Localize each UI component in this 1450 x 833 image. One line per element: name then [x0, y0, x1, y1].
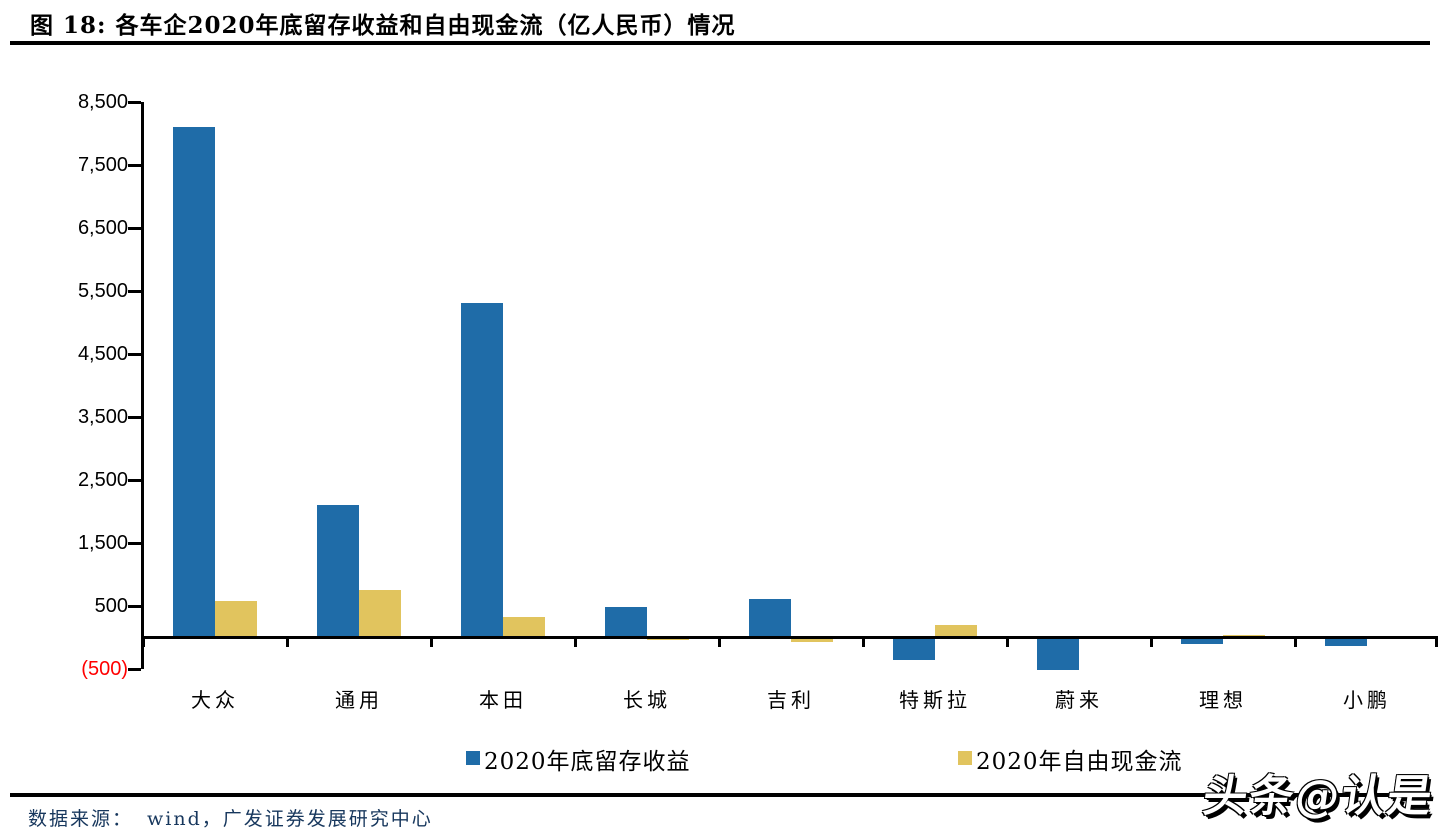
- x-axis-tick: [1006, 637, 1009, 647]
- bar-2020年底留存收益-长城: [605, 607, 647, 637]
- x-axis-tick: [574, 637, 577, 647]
- y-axis-tick-label: 3,500: [77, 406, 128, 428]
- x-axis-label-大众: 大众: [191, 688, 239, 712]
- x-axis-tick: [142, 637, 145, 647]
- bar-2020年底留存收益-小鹏: [1325, 638, 1367, 646]
- x-axis-label-本田: 本田: [479, 688, 527, 712]
- bar-2020年底留存收益-本田: [461, 303, 503, 637]
- bar-2020年底留存收益-吉利: [749, 599, 791, 637]
- bar-2020年自由现金流-特斯拉: [935, 625, 977, 637]
- data-source-label: 数据来源：: [28, 808, 134, 830]
- bar-2020年底留存收益-大众: [173, 127, 215, 637]
- x-axis-label-吉利: 吉利: [767, 688, 815, 712]
- figure-title: 图 18: 各车企2020年底留存收益和自由现金流（亿人民币）情况: [30, 12, 736, 39]
- x-axis-tick: [1150, 637, 1153, 647]
- legend-swatch-blue: [466, 750, 480, 765]
- bar-2020年底留存收益-通用: [317, 505, 359, 637]
- watermark: 头条@认是: [1199, 771, 1437, 822]
- y-axis-tick: [128, 668, 141, 671]
- bar-2020年底留存收益-蔚来: [1037, 638, 1079, 670]
- x-axis-tick: [862, 637, 865, 647]
- title-divider: [10, 41, 1430, 45]
- data-source-text: wind，广发证券发展研究中心: [147, 808, 433, 830]
- x-axis-label-小鹏: 小鹏: [1343, 688, 1391, 712]
- y-axis-tick-label: (500): [81, 658, 128, 680]
- legend-item-retained-earnings: 2020年底留存收益: [466, 742, 691, 775]
- x-axis-tick: [718, 637, 721, 647]
- y-axis-tick-label: 1,500: [77, 532, 128, 554]
- x-axis-label-通用: 通用: [335, 688, 383, 712]
- x-axis-line: [141, 635, 1438, 639]
- y-axis-tick: [128, 542, 141, 545]
- x-axis-label-蔚来: 蔚来: [1055, 688, 1103, 712]
- bar-2020年自由现金流-吉利: [791, 638, 833, 642]
- legend-item-free-cash-flow: 2020年自由现金流: [958, 742, 1183, 775]
- y-axis-tick: [128, 479, 141, 482]
- x-axis-label-特斯拉: 特斯拉: [899, 688, 971, 712]
- bar-2020年自由现金流-本田: [503, 617, 545, 637]
- bar-2020年底留存收益-理想: [1181, 638, 1223, 644]
- bar-2020年底留存收益-特斯拉: [893, 638, 935, 660]
- bar-2020年自由现金流-通用: [359, 590, 401, 637]
- y-axis-tick: [128, 227, 141, 230]
- y-axis-tick: [128, 605, 141, 608]
- x-axis-tick: [430, 637, 433, 647]
- y-axis-tick: [128, 353, 141, 356]
- y-axis-tick-label: 4,500: [77, 343, 128, 365]
- bar-2020年自由现金流-长城: [647, 638, 689, 640]
- x-axis-label-理想: 理想: [1199, 688, 1247, 712]
- data-source: 数据来源： wind，广发证券发展研究中心: [28, 804, 433, 831]
- y-axis-tick-label: 7,500: [77, 154, 128, 176]
- footer-divider: [10, 793, 1430, 797]
- y-axis-tick: [128, 101, 141, 104]
- y-axis-tick-label: 2,500: [77, 469, 128, 491]
- y-axis-tick-label: 500: [94, 595, 128, 617]
- y-axis-tick-label: 8,500: [77, 91, 128, 113]
- legend-swatch-yellow: [958, 750, 972, 765]
- x-axis-tick: [1435, 637, 1438, 647]
- legend-label-free-cash-flow: 2020年自由现金流: [976, 749, 1183, 775]
- legend-label-retained-earnings: 2020年底留存收益: [484, 749, 691, 775]
- x-axis-tick: [1294, 637, 1297, 647]
- y-axis-line: [141, 102, 144, 669]
- y-axis-tick-label: 5,500: [77, 280, 128, 302]
- x-axis-tick: [286, 637, 289, 647]
- y-axis-tick-label: 6,500: [77, 217, 128, 239]
- bar-2020年自由现金流-大众: [215, 601, 257, 637]
- y-axis-tick: [128, 416, 141, 419]
- y-axis-tick: [128, 164, 141, 167]
- y-axis-tick: [128, 290, 141, 293]
- x-axis-label-长城: 长城: [623, 688, 671, 712]
